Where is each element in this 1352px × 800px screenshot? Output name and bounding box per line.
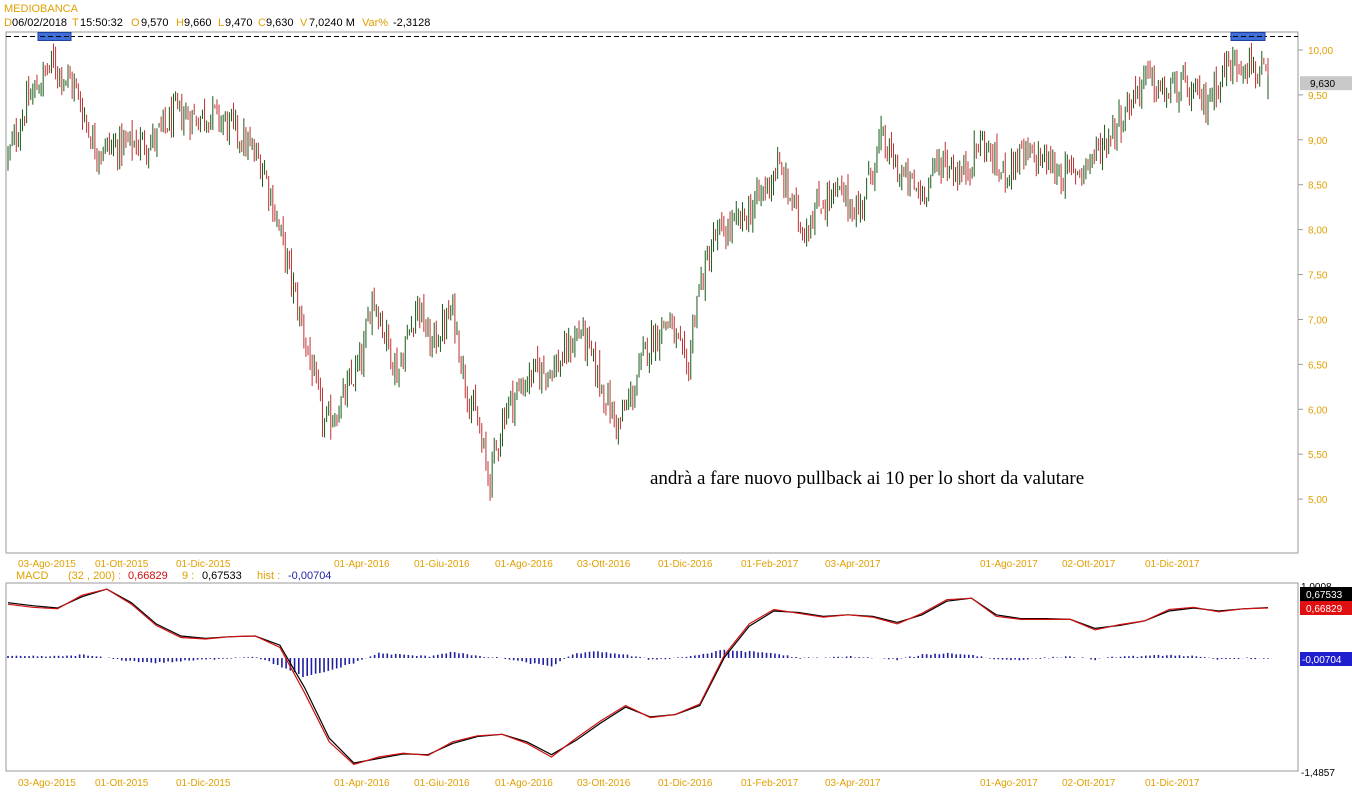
- o-value: 9,570: [141, 17, 169, 29]
- o-label: O: [131, 17, 140, 29]
- c-label: C: [258, 17, 266, 29]
- d-value: 06/02/2018: [12, 17, 67, 29]
- price-y-tick-label: 5,50: [1308, 450, 1328, 461]
- hist-tag-value: -0,00704: [1302, 655, 1342, 666]
- x-tick-label: 01-Giu-2016: [414, 559, 470, 570]
- x-tick-label: 03-Apr-2017: [825, 778, 881, 789]
- x-tick-label: 01-Dic-2017: [1145, 778, 1200, 789]
- h-label: H: [176, 17, 184, 29]
- x-tick-label: 01-Ago-2017: [980, 778, 1038, 789]
- price-y-tick-label: 5,00: [1308, 495, 1328, 506]
- x-tick-label: 01-Dic-2016: [658, 559, 713, 570]
- macd-label: MACD: [16, 570, 48, 582]
- macd-panel-frame: [5, 582, 1299, 772]
- x-tick-label: 03-Ago-2015: [18, 778, 76, 789]
- v-value: 7,0240 M: [309, 17, 355, 29]
- macd-value-tags: 0,67533 0,66829 -0,00704: [1300, 587, 1352, 666]
- price-y-tick-label: 6,50: [1308, 360, 1328, 371]
- price-y-tick-label: 9,50: [1308, 91, 1328, 102]
- signal-tag-box: [1300, 587, 1352, 601]
- x-tick-label: 01-Feb-2017: [741, 778, 799, 789]
- macd-value: 0,66829: [128, 570, 168, 582]
- price-x-axis: 03-Ago-2015 01-Ott-2015 01-Dic-2015 01-Apr-…: [18, 559, 1200, 570]
- l-label: L: [218, 17, 224, 29]
- signal-label: 9 :: [182, 570, 194, 582]
- x-tick-label: 01-Ott-2015: [95, 778, 149, 789]
- c-value: 9,630: [266, 17, 294, 29]
- t-value: 15:50:32: [80, 17, 123, 29]
- last-price-tag: 9,630: [1300, 76, 1352, 91]
- d-label: D: [4, 17, 12, 29]
- resistance-box: [1230, 31, 1266, 41]
- l-value: 9,470: [225, 17, 253, 29]
- macd-tag-box: [1300, 601, 1352, 615]
- x-tick-label: 01-Dic-2017: [1145, 559, 1200, 570]
- x-tick-label: 03-Ago-2015: [18, 559, 76, 570]
- x-tick-label: 01-Feb-2017: [741, 559, 799, 570]
- t-label: T: [72, 17, 79, 29]
- x-tick-label: 02-Ott-2017: [1062, 778, 1116, 789]
- var-value: -2,3128: [393, 17, 430, 29]
- chart-title: MEDIOBANCA: [4, 3, 79, 15]
- price-y-tick-label: 8,00: [1308, 226, 1328, 237]
- hist-value: -0,00704: [288, 570, 331, 582]
- macd-header: MACD (32 , 200) : 0,66829 9 : 0,67533 hi…: [16, 570, 331, 582]
- price-y-tick-label: 9,00: [1308, 136, 1328, 147]
- price-y-tick-label: 6,00: [1308, 405, 1328, 416]
- macd-params: (32 , 200) :: [68, 570, 121, 582]
- candles-layer: [7, 42, 1269, 501]
- macd-tag-value: 0,66829: [1306, 604, 1343, 615]
- hist-tag-box: [1300, 652, 1352, 666]
- signal-value: 0,67533: [202, 570, 242, 582]
- hist-label: hist :: [257, 570, 280, 582]
- macd-y-tick-label: -1,4857: [1301, 768, 1335, 779]
- price-y-tick-label: 8,50: [1308, 181, 1328, 192]
- x-tick-label: 01-Ago-2016: [495, 559, 553, 570]
- x-tick-label: 01-Ott-2015: [95, 559, 149, 570]
- v-label: V: [300, 17, 308, 29]
- macd-signal-line: [7, 588, 1269, 764]
- macd-line: [7, 588, 1269, 766]
- var-label: Var%: [362, 17, 388, 29]
- x-tick-label: 01-Ago-2017: [980, 559, 1038, 570]
- x-tick-label: 01-Dic-2016: [658, 778, 713, 789]
- price-y-axis: 10,00 9,50 9,00 8,50 8,00 7,50 7,00 6,50 6,00 5,5…: [1298, 46, 1333, 506]
- macd-histogram: [7, 649, 1269, 678]
- resistance-box: [37, 31, 72, 41]
- x-tick-label: 02-Ott-2017: [1062, 559, 1116, 570]
- x-tick-label: 01-Apr-2016: [334, 559, 390, 570]
- x-tick-label: 01-Dic-2015: [176, 778, 231, 789]
- x-tick-label: 03-Ott-2016: [577, 559, 631, 570]
- price-y-tick-label: 7,50: [1308, 271, 1328, 282]
- x-tick-label: 03-Ott-2016: [577, 778, 631, 789]
- last-price-tag-box: [1300, 76, 1352, 91]
- resistance-layer: [6, 31, 1298, 41]
- x-tick-label: 01-Giu-2016: [414, 778, 470, 789]
- price-panel-frame: [5, 31, 1299, 554]
- x-tick-label: 03-Apr-2017: [825, 559, 881, 570]
- x-tick-label: 01-Dic-2015: [176, 559, 231, 570]
- annotation-text: andrà a fare nuovo pullback ai 10 per lo…: [650, 468, 1084, 489]
- signal-tag-value: 0,67533: [1306, 590, 1343, 601]
- h-value: 9,660: [184, 17, 212, 29]
- x-tick-label: 01-Apr-2016: [334, 778, 390, 789]
- last-price-value: 9,630: [1310, 79, 1335, 90]
- macd-x-axis: 03-Ago-2015 01-Ott-2015 01-Dic-2015 01-Apr-…: [18, 778, 1200, 789]
- price-y-tick-label: 10,00: [1308, 46, 1333, 57]
- x-tick-label: 01-Ago-2016: [495, 778, 553, 789]
- ohlc-header: D 06/02/2018 T 15:50:32 O 9,570 H 9,660 …: [4, 17, 430, 29]
- price-y-tick-label: 7,00: [1308, 315, 1328, 326]
